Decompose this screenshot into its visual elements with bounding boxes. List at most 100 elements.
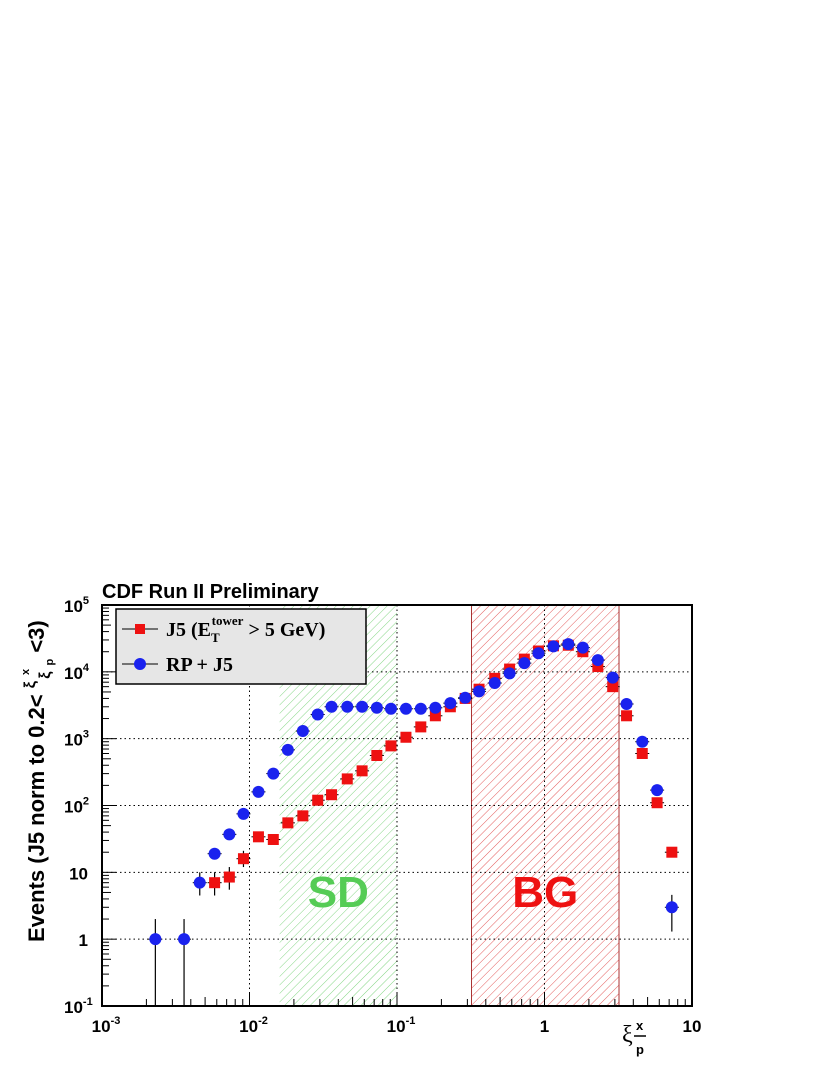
circle-marker bbox=[178, 933, 191, 946]
rp-j5-point bbox=[428, 701, 443, 714]
circle-marker bbox=[488, 677, 501, 690]
circle-marker bbox=[311, 708, 324, 721]
y-axis-label-frac-bottom-sub: p bbox=[44, 659, 56, 666]
y-axis-label-post: <3) bbox=[24, 620, 49, 652]
circle-marker bbox=[252, 785, 265, 798]
rp-j5-point bbox=[664, 894, 679, 932]
square-marker bbox=[282, 817, 294, 829]
rp-j5-point bbox=[605, 671, 620, 684]
circle-marker bbox=[356, 700, 369, 713]
square-marker bbox=[341, 773, 353, 785]
rp-j5-point bbox=[458, 691, 473, 704]
circle-marker bbox=[591, 654, 604, 667]
y-axis-label-frac-top-sup: x bbox=[20, 668, 32, 675]
rp-j5-point bbox=[561, 638, 576, 651]
x-tick-label: 10 bbox=[683, 1017, 702, 1036]
rp-j5-point bbox=[192, 872, 207, 896]
square-marker bbox=[429, 710, 441, 722]
circle-marker bbox=[651, 784, 664, 797]
rp-j5-point bbox=[619, 698, 634, 711]
rp-j5-point bbox=[398, 702, 413, 715]
j5-point bbox=[355, 765, 370, 777]
rp-j5-point bbox=[355, 700, 370, 713]
rp-j5-point bbox=[517, 657, 532, 670]
rp-j5-point bbox=[310, 708, 325, 721]
rp-j5-point bbox=[546, 640, 561, 653]
circle-marker bbox=[459, 691, 472, 704]
rp-j5-point bbox=[324, 700, 339, 713]
square-marker bbox=[592, 661, 604, 673]
x-axis-label-main: ξ bbox=[622, 1022, 633, 1048]
circle-marker bbox=[325, 700, 338, 713]
circle-marker bbox=[532, 647, 545, 660]
circle-marker bbox=[518, 657, 531, 670]
y-tick-label: 10 bbox=[69, 864, 88, 883]
legend-rp-marker bbox=[134, 658, 146, 670]
region-labels: SD BG bbox=[308, 868, 579, 917]
circle-marker bbox=[341, 700, 354, 713]
rp-j5-point bbox=[222, 828, 237, 841]
y-tick-label: 105 bbox=[64, 595, 89, 616]
y-axis-label: Events (J5 norm to 0.2< ξ x ξ p <3) bbox=[9, 620, 58, 942]
j5-point bbox=[251, 831, 266, 843]
circle-marker bbox=[429, 701, 442, 714]
j5-point bbox=[650, 797, 665, 809]
region-bg-label: BG bbox=[512, 868, 578, 917]
square-marker bbox=[636, 747, 648, 759]
circle-marker bbox=[237, 807, 250, 820]
j5-point bbox=[310, 794, 325, 806]
square-marker bbox=[223, 871, 235, 883]
circle-marker bbox=[562, 638, 575, 651]
circle-marker bbox=[223, 828, 236, 841]
rp-j5-point bbox=[251, 785, 266, 798]
circle-marker bbox=[473, 685, 486, 698]
j5-point bbox=[222, 867, 237, 890]
square-marker bbox=[385, 740, 397, 752]
j5-point bbox=[590, 661, 605, 673]
rp-j5-point bbox=[487, 677, 502, 690]
j5-point bbox=[369, 749, 384, 761]
square-marker bbox=[312, 794, 324, 806]
y-tick-label: 1 bbox=[79, 931, 88, 950]
square-marker bbox=[371, 749, 383, 761]
square-marker bbox=[651, 797, 663, 809]
legend: J5 (ETtower > 5 GeV) RP + J5 bbox=[115, 608, 367, 685]
circle-marker bbox=[399, 702, 412, 715]
rp-j5-point bbox=[236, 807, 251, 820]
j5-point bbox=[280, 817, 295, 829]
square-marker bbox=[237, 853, 249, 865]
region-sd-label: SD bbox=[308, 868, 369, 917]
circle-marker bbox=[620, 698, 633, 711]
x-tick-label: 10-1 bbox=[387, 1015, 416, 1036]
circle-marker bbox=[547, 640, 560, 653]
square-marker bbox=[621, 710, 633, 722]
circle-marker bbox=[149, 933, 162, 946]
square-marker bbox=[607, 681, 619, 693]
x-axis-label-sup: x bbox=[636, 1018, 644, 1033]
j5-point bbox=[236, 850, 251, 868]
rp-j5-point bbox=[340, 700, 355, 713]
j5-point bbox=[383, 740, 398, 752]
j5-point bbox=[295, 810, 310, 822]
rp-j5-point bbox=[443, 697, 458, 710]
circle-marker bbox=[281, 743, 294, 756]
rp-j5-point bbox=[472, 685, 487, 698]
rp-j5-point bbox=[413, 702, 428, 715]
square-marker bbox=[415, 721, 427, 733]
x-tick-label: 10-3 bbox=[92, 1015, 121, 1036]
rp-j5-point bbox=[207, 847, 222, 860]
j5-point bbox=[340, 773, 355, 785]
rp-j5-point bbox=[531, 647, 546, 660]
x-tick-label: 10-2 bbox=[239, 1015, 268, 1036]
j5-point bbox=[428, 710, 443, 722]
j5-point bbox=[619, 710, 634, 722]
circle-marker bbox=[606, 671, 619, 684]
y-axis-label-frac-bottom: ξ bbox=[37, 671, 54, 679]
j5-point bbox=[266, 833, 281, 845]
square-marker bbox=[252, 831, 264, 843]
y-axis-label-frac-top: ξ bbox=[22, 680, 39, 688]
j5-point bbox=[324, 789, 339, 801]
rp-j5-point bbox=[177, 919, 192, 1006]
y-tick-label: 104 bbox=[64, 662, 90, 683]
